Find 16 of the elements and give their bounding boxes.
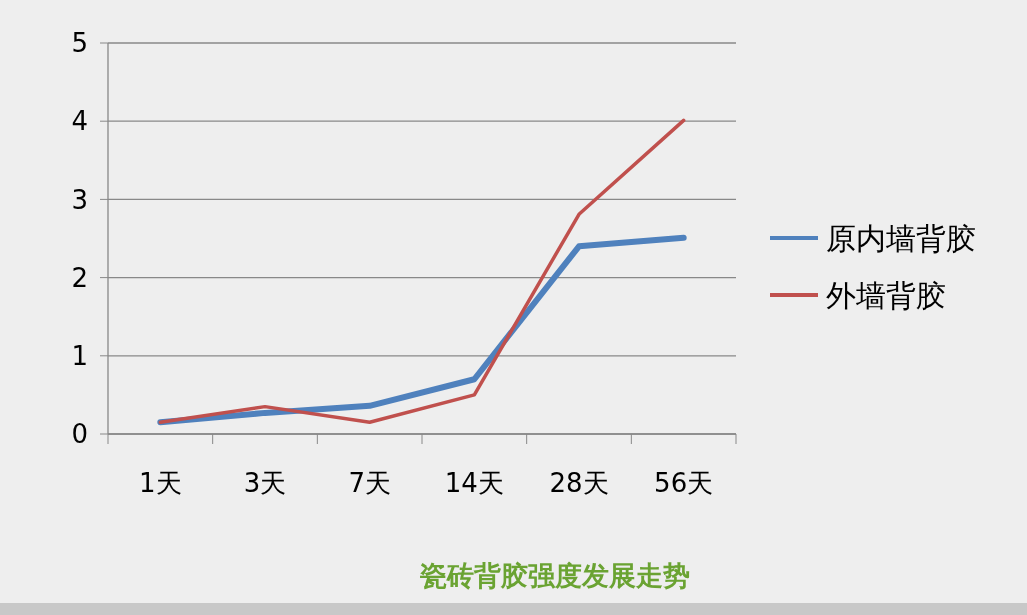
y-tick-label: 5 — [71, 28, 88, 59]
x-tick-label: 56天 — [654, 468, 714, 498]
x-tick-label: 7天 — [348, 468, 391, 498]
y-tick-label: 1 — [71, 340, 88, 371]
x-tick-label: 1天 — [139, 468, 182, 498]
text: 瓷砖背胶强度发展走势 — [419, 560, 690, 591]
y-tick-label: 3 — [71, 184, 88, 215]
x-tick-label: 3天 — [243, 468, 287, 498]
y-tick-label: 0 — [71, 419, 88, 450]
line-series — [158, 118, 686, 425]
legend-label: 原内墙背胶 — [826, 220, 976, 256]
x-tick-label: 28天 — [549, 468, 609, 498]
y-tick-label: 4 — [71, 106, 88, 137]
y-tick-label: 2 — [71, 262, 88, 293]
x-tick-label: 14天 — [444, 468, 504, 498]
legend-label: 外墙背胶 — [826, 277, 946, 313]
